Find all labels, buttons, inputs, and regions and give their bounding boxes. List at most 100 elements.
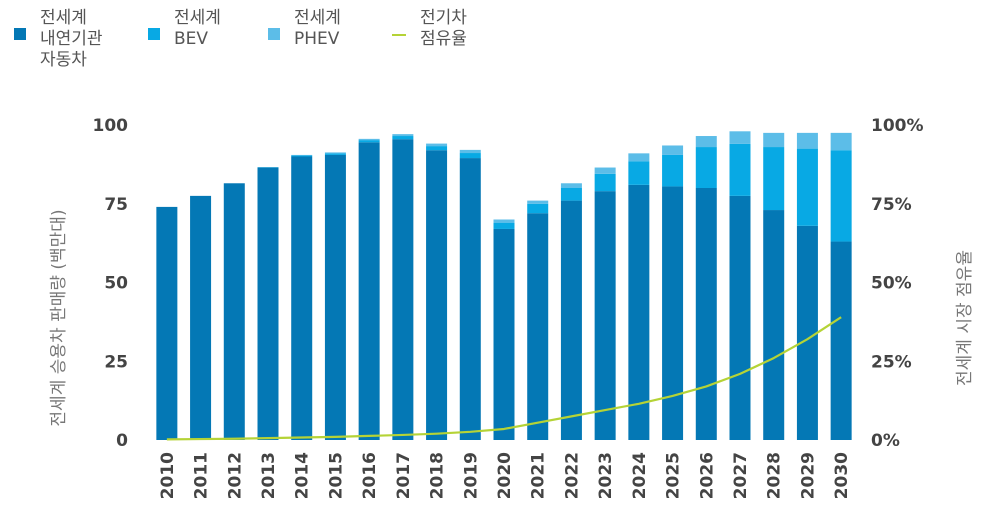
bar-bev xyxy=(459,153,481,159)
y-axis-title: 전세계 승용차 판매량 (백만대) xyxy=(49,209,69,426)
y-tick-label: 100 xyxy=(93,116,129,136)
bar-ice xyxy=(257,167,279,440)
bar-bev xyxy=(527,203,549,214)
bar-bev xyxy=(763,147,785,211)
x-tick-label: 2029 xyxy=(798,452,818,499)
x-tick-label: 2024 xyxy=(630,452,650,499)
x-tick-label: 2013 xyxy=(259,452,279,499)
bar-phev xyxy=(729,131,751,144)
bar-ice xyxy=(796,225,818,440)
bar-bev xyxy=(324,153,346,155)
bar-phev xyxy=(628,153,650,162)
legend-item-share: 전기차 점유율 xyxy=(392,8,467,50)
legend-line-share xyxy=(392,34,406,36)
bar-ice xyxy=(729,195,751,440)
bar-phev xyxy=(392,134,414,137)
legend-swatch-bev xyxy=(148,28,160,40)
bar-bev xyxy=(695,147,717,188)
y2-tick-label: 25% xyxy=(871,352,912,372)
x-tick-label: 2020 xyxy=(495,452,515,499)
bar-bev xyxy=(291,155,313,157)
bar-ice xyxy=(291,156,313,440)
bar-ice xyxy=(190,195,212,440)
x-tick-label: 2026 xyxy=(697,452,717,499)
bar-phev xyxy=(358,138,380,141)
y-tick-label: 50 xyxy=(104,274,128,294)
bar-ice xyxy=(763,210,785,440)
bar-phev xyxy=(662,145,684,155)
bar-ice xyxy=(324,154,346,441)
y2-tick-label: 0% xyxy=(871,431,900,451)
x-tick-label: 2016 xyxy=(360,452,380,499)
legend-swatch-ice xyxy=(14,28,26,40)
x-tick-label: 2022 xyxy=(562,452,582,499)
x-tick-label: 2012 xyxy=(225,452,245,499)
x-tick-label: 2025 xyxy=(664,452,684,499)
legend-label-bev: 전세계 BEV xyxy=(174,8,221,49)
x-tick-label: 2023 xyxy=(596,452,616,499)
bar-phev xyxy=(527,200,549,204)
bar-phev xyxy=(493,219,515,223)
y2-tick-label: 75% xyxy=(871,195,912,215)
bar-phev xyxy=(459,149,481,154)
legend-swatch-phev xyxy=(268,28,280,40)
bar-ice xyxy=(493,228,515,440)
x-tick-label: 2027 xyxy=(731,452,751,499)
x-tick-label: 2017 xyxy=(394,452,414,499)
bar-phev xyxy=(426,143,448,147)
bar-ice xyxy=(662,186,684,440)
bar-ice xyxy=(695,188,717,440)
bar-ice xyxy=(426,150,448,440)
bar-ice xyxy=(527,213,549,440)
bar-ice xyxy=(459,158,481,440)
bar-bev xyxy=(796,148,818,226)
bar-bev xyxy=(662,154,684,187)
y2-tick-label: 50% xyxy=(871,274,912,294)
bar-phev xyxy=(763,132,785,148)
share-line xyxy=(166,316,842,441)
bar-phev xyxy=(830,132,852,151)
x-tick-label: 2015 xyxy=(326,452,346,499)
bar-ice xyxy=(358,142,380,440)
bar-ice xyxy=(594,191,616,440)
bar-bev xyxy=(392,136,414,140)
bar-bev xyxy=(830,150,852,242)
y-tick-label: 75 xyxy=(104,195,128,215)
x-tick-label: 2030 xyxy=(832,452,852,499)
bar-ice xyxy=(560,200,582,440)
legend-label-share: 전기차 점유율 xyxy=(420,8,467,49)
legend-item-phev: 전세계 PHEV xyxy=(268,8,341,50)
x-tick-label: 2028 xyxy=(765,452,785,499)
bar-bev xyxy=(358,140,380,143)
bar-ice xyxy=(392,139,414,441)
bar-ice xyxy=(223,183,245,440)
bar-bev xyxy=(493,222,515,229)
x-tick-label: 2010 xyxy=(158,452,178,499)
x-tick-label: 2021 xyxy=(529,452,549,499)
x-tick-label: 2019 xyxy=(461,452,481,499)
bar-bev xyxy=(729,143,751,196)
legend: 전세계 내연기관 자동차 전세계 BEV 전세계 PHEV 전기차 점유율 xyxy=(0,8,991,78)
legend-label-ice: 전세계 내연기관 자동차 xyxy=(40,8,103,70)
y-tick-label: 0 xyxy=(116,431,128,451)
legend-item-bev: 전세계 BEV xyxy=(148,8,221,50)
bar-ice xyxy=(830,241,852,440)
bar-bev xyxy=(594,173,616,192)
bar-phev xyxy=(324,152,346,154)
x-tick-label: 2018 xyxy=(428,452,448,499)
bar-phev xyxy=(796,132,818,149)
bar-bev xyxy=(628,161,650,185)
y2-axis-title: 전세계 시장 점유율 xyxy=(955,250,975,386)
x-tick-label: 2014 xyxy=(293,452,313,499)
legend-item-ice: 전세계 내연기관 자동차 xyxy=(14,8,103,71)
legend-label-phev: 전세계 PHEV xyxy=(294,8,341,49)
bar-phev xyxy=(291,154,313,156)
bar-phev xyxy=(594,167,616,174)
bar-phev xyxy=(695,136,717,148)
y-tick-label: 25 xyxy=(104,352,128,372)
bar-bev xyxy=(426,146,448,151)
bar-bev xyxy=(560,188,582,201)
x-tick-label: 2011 xyxy=(192,452,212,499)
bar-ice xyxy=(156,206,178,440)
